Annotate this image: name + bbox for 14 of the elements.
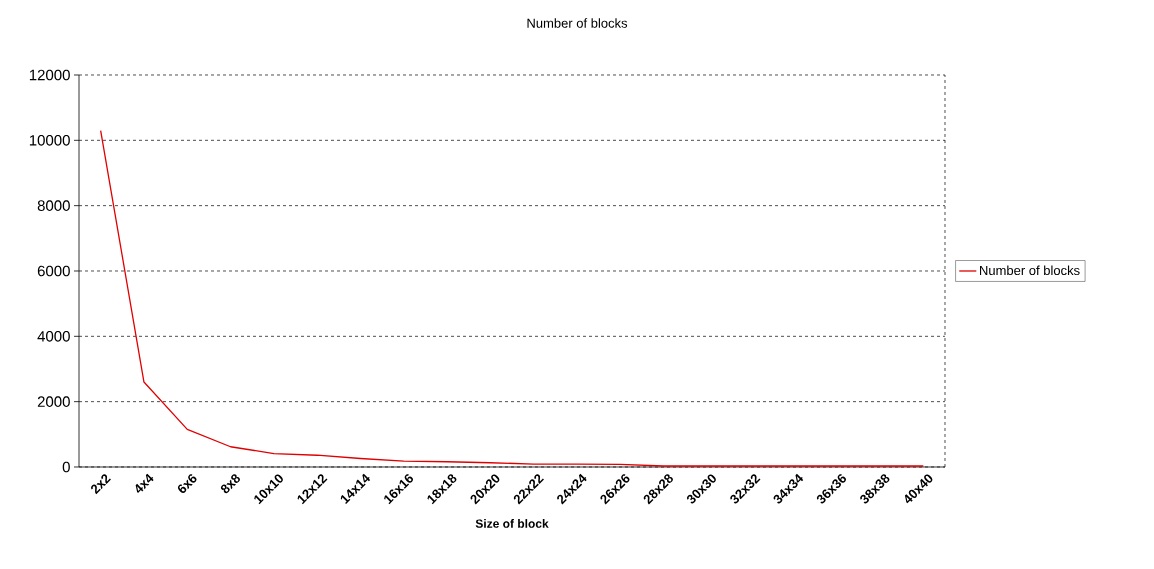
y-tick-label: 12000 [29, 69, 70, 81]
x-tick-label: 4x4 [135, 473, 154, 493]
legend-label: Number of blocks [980, 265, 1080, 276]
x-tick-label: 8x8 [220, 474, 240, 494]
y-tick-label: 10000 [29, 135, 70, 146]
y-tick-label: 6000 [37, 265, 70, 277]
x-tick-label: 6x6 [177, 474, 197, 493]
x-axis-title: Size of block [475, 519, 549, 528]
x-tick-label: 2x2 [91, 474, 111, 495]
y-tick-label: 4000 [37, 331, 70, 342]
y-tick-label: 0 [62, 461, 70, 473]
y-tick-label: 8000 [37, 200, 70, 211]
y-tick-label: 2000 [37, 396, 70, 407]
chart-title: Number of blocks [527, 18, 628, 28]
